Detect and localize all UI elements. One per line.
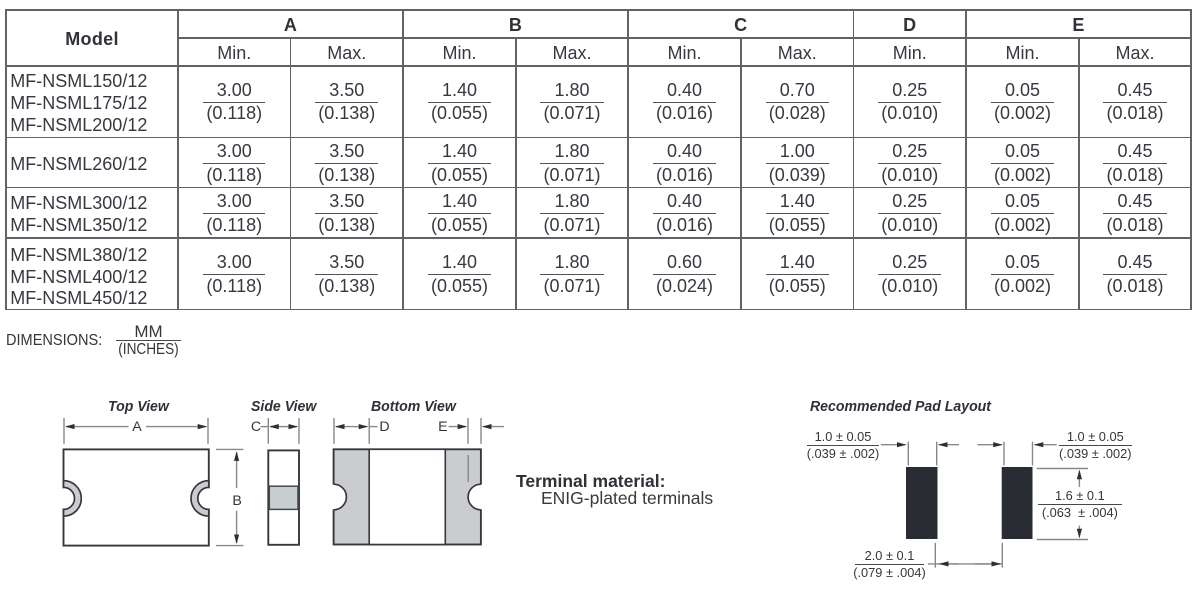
svg-text:A: A xyxy=(132,419,142,435)
svg-text:C: C xyxy=(251,419,261,435)
svg-text:E: E xyxy=(438,419,447,435)
svg-text:B: B xyxy=(232,493,241,509)
svg-text:D: D xyxy=(379,419,389,435)
